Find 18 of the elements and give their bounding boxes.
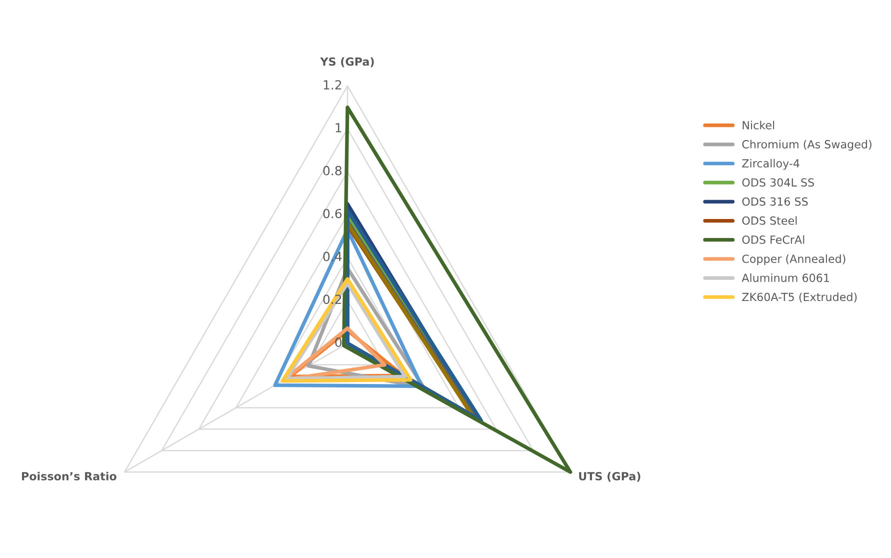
legend-label: ODS Steel	[742, 216, 797, 225]
legend-label: ODS 304L SS	[742, 178, 814, 187]
legend-label: Copper (Annealed)	[742, 254, 846, 266]
y-tick-label: 0	[335, 338, 342, 347]
legend-label: ODS FeCrAl	[742, 235, 804, 244]
legend-label: Nickel	[742, 120, 774, 130]
legend-label: ZK60A-T5 (Extruded)	[742, 292, 857, 302]
y-tick-label: 0.6	[323, 208, 342, 218]
legend-label: Zircalloy-4	[742, 158, 800, 170]
spoke-label: YS (GPa)	[320, 57, 374, 68]
spoke-label: Poisson’s Ratio	[22, 472, 116, 480]
legend-label: Chromium (As Swaged)	[742, 140, 872, 151]
legend-label: Aluminum 6061	[742, 273, 829, 282]
legend-label: ODS 316 SS	[742, 197, 808, 206]
y-tick-label: 0.8	[323, 166, 342, 176]
y-tick-label: 1.2	[324, 80, 342, 90]
y-tick-label: 1	[336, 123, 342, 132]
spoke-label: UTS (GPa)	[579, 472, 640, 482]
